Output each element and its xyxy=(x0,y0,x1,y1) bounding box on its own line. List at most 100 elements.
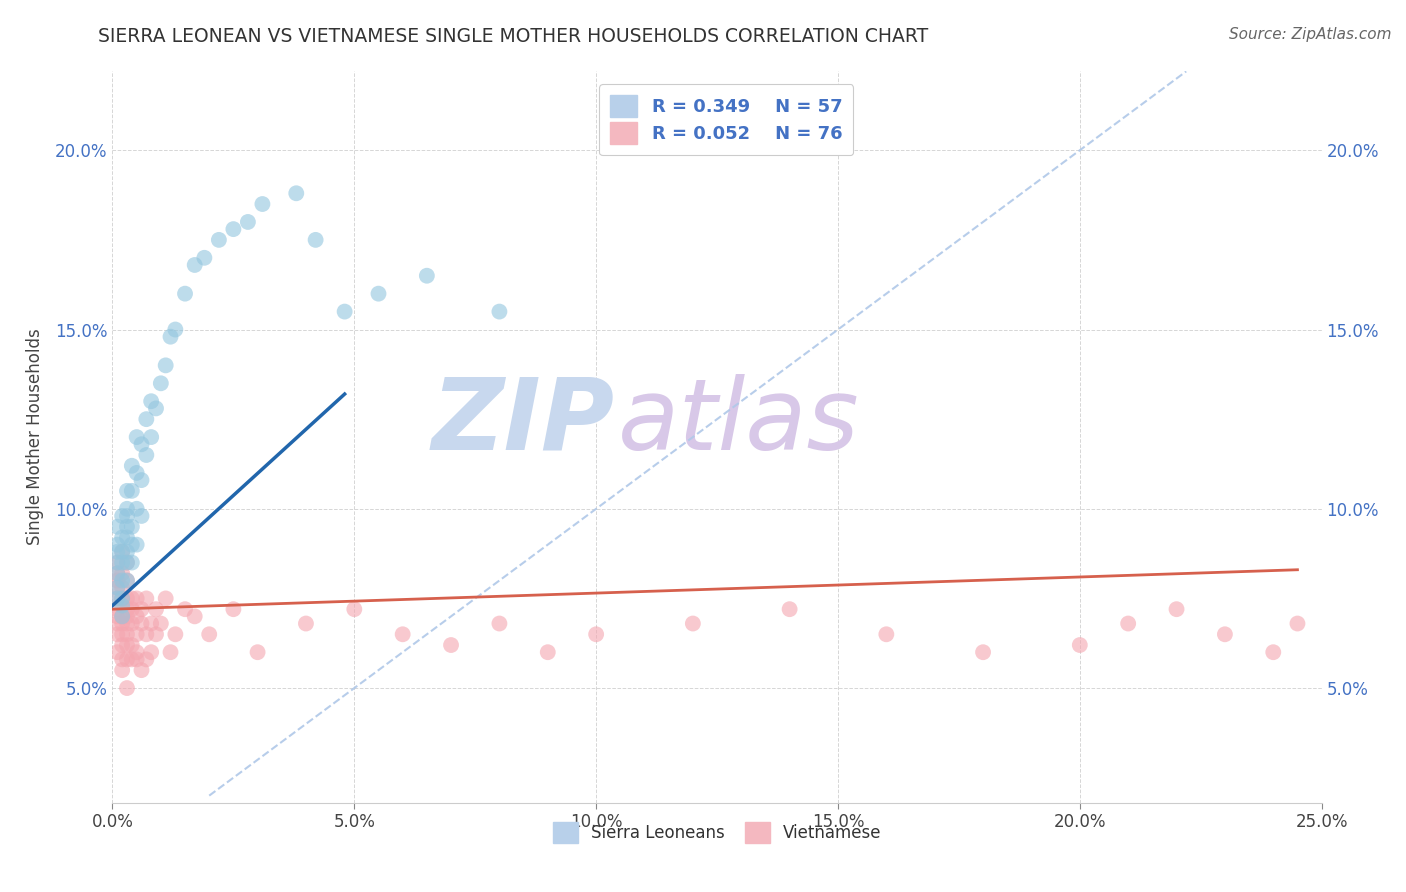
Point xyxy=(111,609,134,624)
Point xyxy=(115,616,138,631)
Point xyxy=(682,616,704,631)
Point xyxy=(295,616,318,631)
Point xyxy=(304,233,326,247)
Point xyxy=(165,627,187,641)
Point xyxy=(1069,638,1091,652)
Point xyxy=(141,394,163,409)
Point xyxy=(183,609,205,624)
Point xyxy=(135,448,157,462)
Point xyxy=(131,616,153,631)
Point xyxy=(121,602,143,616)
Point xyxy=(115,609,138,624)
Point xyxy=(125,430,148,444)
Point xyxy=(111,545,134,559)
Point xyxy=(115,627,138,641)
Point xyxy=(1213,627,1236,641)
Point xyxy=(252,197,274,211)
Point xyxy=(121,591,143,606)
Point xyxy=(105,591,128,606)
Point xyxy=(183,258,205,272)
Point xyxy=(105,556,128,570)
Point xyxy=(222,602,245,616)
Legend: Sierra Leoneans, Vietnamese: Sierra Leoneans, Vietnamese xyxy=(546,815,889,849)
Point xyxy=(105,602,128,616)
Point xyxy=(155,591,177,606)
Point xyxy=(875,627,897,641)
Point xyxy=(115,531,138,545)
Point xyxy=(285,186,308,201)
Point xyxy=(367,286,389,301)
Point xyxy=(222,222,245,236)
Point xyxy=(111,599,134,613)
Point xyxy=(131,663,153,677)
Point xyxy=(115,501,138,516)
Text: Source: ZipAtlas.com: Source: ZipAtlas.com xyxy=(1229,27,1392,42)
Point xyxy=(111,638,134,652)
Point xyxy=(105,591,128,606)
Point xyxy=(111,531,134,545)
Point xyxy=(391,627,413,641)
Point xyxy=(131,602,153,616)
Point xyxy=(111,545,134,559)
Point xyxy=(343,602,366,616)
Point xyxy=(115,638,138,652)
Point xyxy=(105,566,128,581)
Point xyxy=(115,574,138,588)
Point xyxy=(145,401,167,416)
Point xyxy=(125,645,148,659)
Point xyxy=(165,322,187,336)
Point xyxy=(111,616,134,631)
Point xyxy=(155,359,177,373)
Point xyxy=(121,483,143,498)
Point xyxy=(111,508,134,523)
Point xyxy=(141,645,163,659)
Point xyxy=(1116,616,1139,631)
Point xyxy=(111,652,134,666)
Point xyxy=(111,556,134,570)
Point xyxy=(174,602,197,616)
Point xyxy=(105,545,128,559)
Point xyxy=(159,645,181,659)
Text: SIERRA LEONEAN VS VIETNAMESE SINGLE MOTHER HOUSEHOLDS CORRELATION CHART: SIERRA LEONEAN VS VIETNAMESE SINGLE MOTH… xyxy=(98,27,929,45)
Point xyxy=(149,376,172,391)
Point xyxy=(121,538,143,552)
Point xyxy=(125,501,148,516)
Point xyxy=(125,609,148,624)
Point xyxy=(111,663,134,677)
Point xyxy=(145,627,167,641)
Point xyxy=(115,602,138,616)
Point xyxy=(115,508,138,523)
Point xyxy=(131,508,153,523)
Point xyxy=(125,538,148,552)
Text: atlas: atlas xyxy=(617,374,859,471)
Point xyxy=(246,645,269,659)
Point xyxy=(141,616,163,631)
Point xyxy=(131,473,153,487)
Point xyxy=(105,616,128,631)
Point xyxy=(111,574,134,588)
Point xyxy=(141,430,163,444)
Point xyxy=(115,574,138,588)
Point xyxy=(333,304,356,318)
Point xyxy=(135,591,157,606)
Point xyxy=(125,627,148,641)
Point xyxy=(121,519,143,533)
Point xyxy=(105,556,128,570)
Point xyxy=(121,616,143,631)
Point xyxy=(585,627,607,641)
Point xyxy=(488,304,510,318)
Point xyxy=(115,556,138,570)
Point xyxy=(972,645,994,659)
Point xyxy=(111,609,134,624)
Point xyxy=(198,627,221,641)
Point xyxy=(105,574,128,588)
Point xyxy=(115,483,138,498)
Point xyxy=(111,581,134,595)
Point xyxy=(537,645,560,659)
Point xyxy=(111,627,134,641)
Point xyxy=(193,251,215,265)
Text: ZIP: ZIP xyxy=(432,374,614,471)
Point xyxy=(125,591,148,606)
Point xyxy=(208,233,231,247)
Point xyxy=(488,616,510,631)
